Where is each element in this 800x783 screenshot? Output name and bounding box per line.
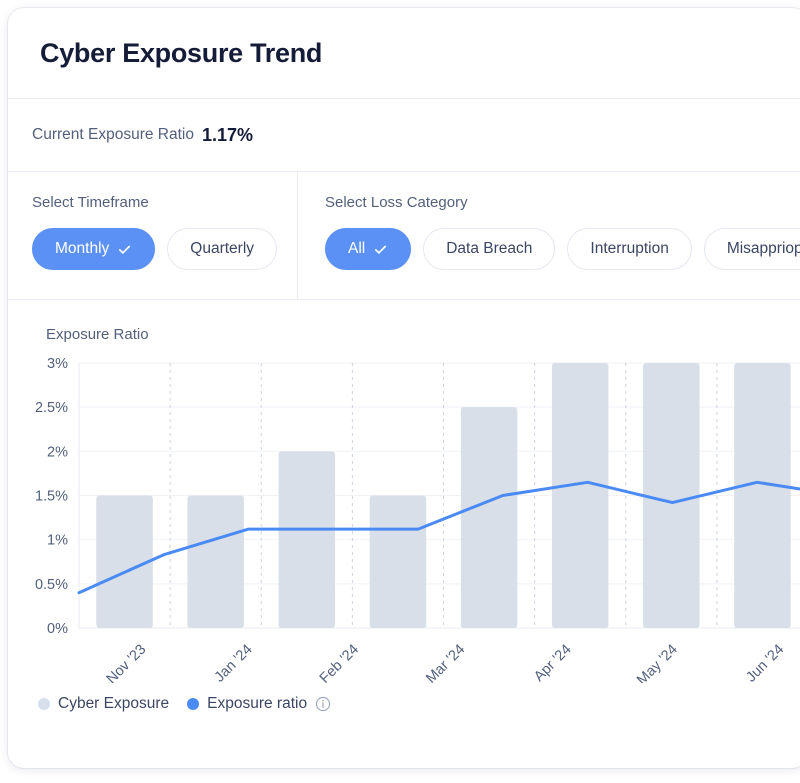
timeframe-option-quarterly[interactable]: Quarterly — [167, 228, 278, 270]
chart-canvas: 0% 0.5% 1% 1.5% 2% 2.5% 3% Nov '23 Jan '24 Feb '2… — [35, 356, 800, 683]
check-icon — [119, 245, 131, 254]
svg-text:3%: 3% — [47, 356, 68, 372]
info-icon[interactable] — [315, 696, 331, 712]
chart-section: Exposure Ratio 0% 0.5% 1% 1.5% 2% 2.5% 3% Nov '… — [8, 300, 800, 768]
timeframe-option-quarterly-label: Quarterly — [190, 240, 255, 257]
svg-text:1.5%: 1.5% — [35, 489, 68, 505]
svg-text:May '24: May '24 — [634, 642, 681, 683]
legend-label-cyber-exposure: Cyber Exposure — [58, 695, 170, 712]
svg-text:Jun '24: Jun '24 — [743, 642, 787, 683]
svg-text:0.5%: 0.5% — [35, 577, 68, 593]
loss-category-option-interruption[interactable]: Interruption — [567, 228, 692, 270]
current-exposure-ratio-value: 1.17% — [201, 124, 254, 145]
chart-heading: Exposure Ratio — [46, 326, 149, 343]
current-exposure-ratio-label: Current Exposure Ratio — [32, 126, 194, 143]
legend-dot-exposure-ratio — [187, 698, 200, 710]
loss-category-pill-row: All Data Breach Interruption Misappriopr… — [325, 228, 800, 270]
current-exposure-ratio: Current Exposure Ratio 1.17% — [8, 99, 800, 172]
svg-text:0%: 0% — [47, 621, 68, 637]
timeframe-option-monthly[interactable]: Monthly — [32, 228, 156, 270]
loss-category-option-all-label: All — [348, 240, 366, 257]
loss-category-filter-group: Select Loss Category All Data Breach Int… — [298, 172, 800, 299]
loss-category-option-misappropriation-label: Misapprioprioa — [726, 240, 800, 257]
timeframe-option-monthly-label: Monthly — [55, 240, 110, 257]
svg-text:Jan '24: Jan '24 — [212, 642, 256, 683]
check-icon — [375, 245, 387, 254]
loss-category-option-all[interactable]: All — [325, 228, 412, 270]
loss-category-option-interruption-label: Interruption — [590, 240, 669, 257]
filters-bar: Select Timeframe Monthly Quarterly Selec… — [8, 172, 800, 300]
svg-text:Apr '24: Apr '24 — [531, 642, 574, 683]
timeframe-pill-row: Monthly Quarterly — [32, 228, 297, 270]
svg-text:2%: 2% — [47, 444, 68, 460]
page-title: Cyber Exposure Trend — [40, 37, 323, 68]
timeframe-filter-group: Select Timeframe Monthly Quarterly — [8, 172, 298, 299]
card-header: Cyber Exposure Trend — [8, 8, 800, 99]
chart-legend: Cyber Exposure Exposure ratio — [8, 695, 800, 713]
loss-category-option-misappropriation[interactable]: Misapprioprioa — [703, 228, 800, 270]
legend-item-cyber-exposure[interactable]: Cyber Exposure — [38, 695, 169, 713]
legend-label-exposure-ratio: Exposure ratio — [207, 695, 308, 712]
cyber-exposure-card: Cyber Exposure Trend Current Exposure Ra… — [8, 8, 800, 768]
legend-dot-cyber-exposure — [38, 698, 50, 710]
loss-category-filter-label: Select Loss Category — [325, 194, 468, 211]
exposure-ratio-chart: 0% 0.5% 1% 1.5% 2% 2.5% 3% Nov '23 Jan '24 Feb '2… — [8, 353, 800, 693]
loss-category-option-data-breach[interactable]: Data Breach — [423, 228, 556, 270]
svg-text:Feb '24: Feb '24 — [317, 642, 362, 683]
timeframe-filter-label: Select Timeframe — [32, 194, 149, 211]
svg-text:1%: 1% — [47, 533, 68, 549]
svg-text:2.5%: 2.5% — [35, 400, 68, 416]
loss-category-option-data-breach-label: Data Breach — [446, 240, 533, 257]
svg-text:Nov '23: Nov '23 — [104, 642, 150, 683]
svg-text:Mar '24: Mar '24 — [423, 642, 468, 683]
legend-item-exposure-ratio[interactable]: Exposure ratio — [187, 695, 331, 713]
